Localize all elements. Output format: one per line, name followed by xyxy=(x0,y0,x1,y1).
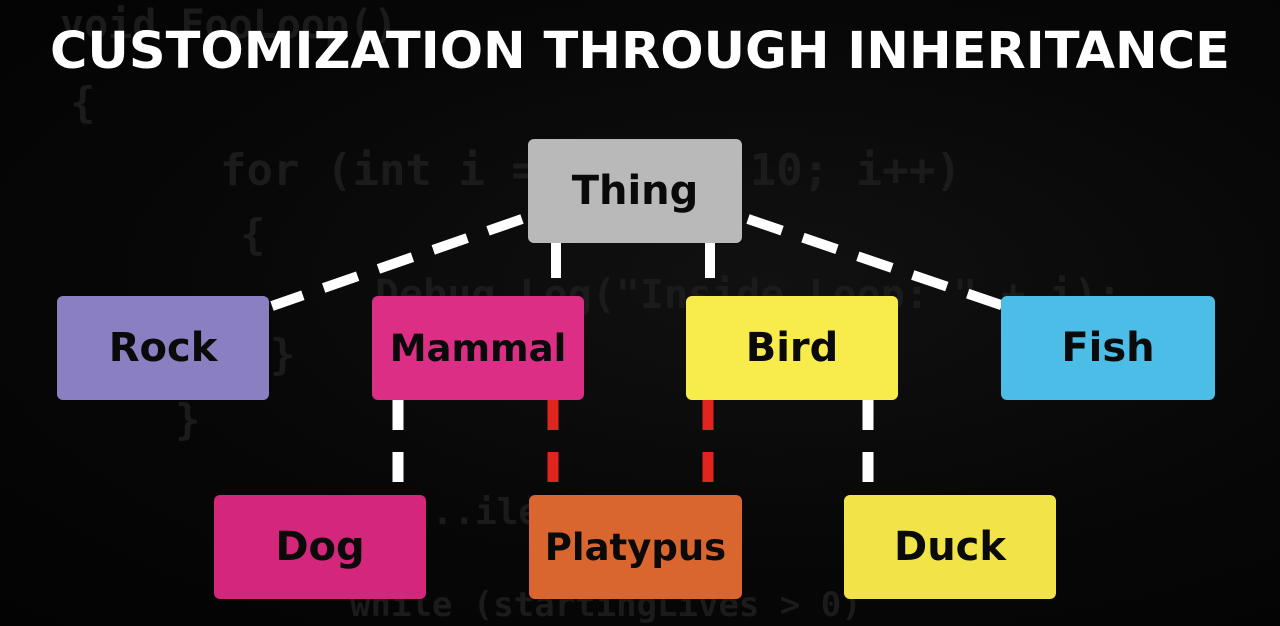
bg-code-line: } xyxy=(175,395,201,444)
bg-code-line: { xyxy=(70,78,96,127)
node-fish: Fish xyxy=(1001,296,1215,400)
bg-code-line: void FooLoop() xyxy=(60,2,398,48)
node-rock: Rock xyxy=(57,296,269,400)
node-thing: Thing xyxy=(528,139,742,243)
bg-code-line: { xyxy=(240,210,266,259)
bg-code-line: } xyxy=(270,330,296,379)
edge-thing-fish xyxy=(746,214,1006,311)
node-mammal: Mammal xyxy=(372,296,584,400)
edge-thing-rock xyxy=(270,214,524,311)
node-platypus: Platypus xyxy=(529,495,742,599)
node-bird: Bird xyxy=(686,296,898,400)
slide-title: CUSTOMIZATION THROUGH INHERITANCE xyxy=(50,22,1230,81)
node-duck: Duck xyxy=(844,495,1056,599)
node-dog: Dog xyxy=(214,495,426,599)
